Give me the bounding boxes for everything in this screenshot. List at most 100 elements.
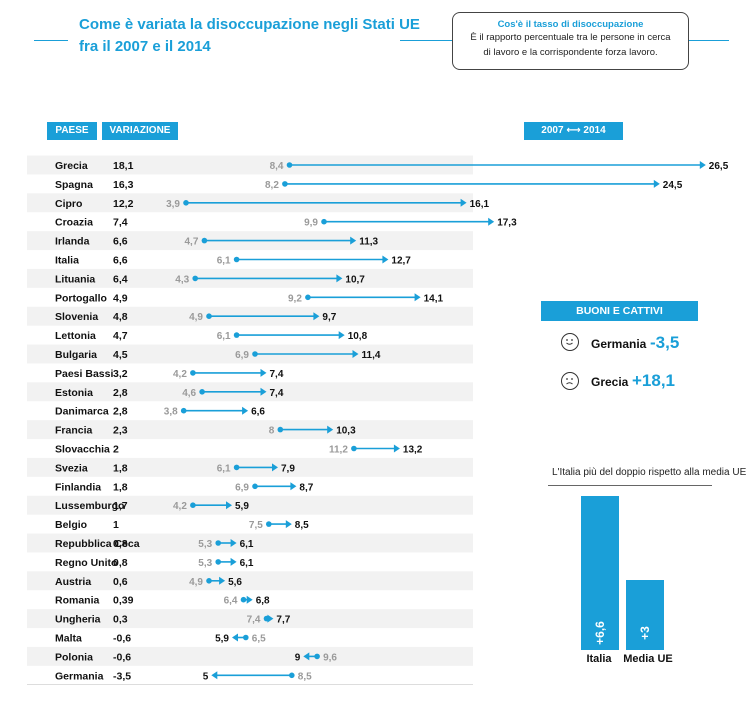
arrow-2014-spagna	[653, 179, 660, 188]
label-2007-slovenia: 4,9	[189, 312, 203, 323]
arrow-2014-paesi-bassi	[260, 368, 267, 377]
label-2007-danimarca: 3,8	[164, 407, 178, 418]
chart-title: Come è variata la disoccupazione negli S…	[79, 14, 420, 58]
column-header-paese: PAESE	[47, 122, 97, 140]
change-value-danimarca: 2,8	[113, 406, 128, 418]
label-2007-romania: 6,4	[224, 596, 238, 607]
label-2014-cipro: 16,1	[470, 199, 490, 210]
label-2014-lettonia: 10,8	[348, 331, 368, 342]
change-value-slovacchia: 2	[113, 444, 119, 456]
country-label-polonia: Polonia	[55, 651, 93, 663]
label-2007-svezia: 6,1	[217, 463, 231, 474]
dot-2007-bulgaria	[252, 351, 258, 357]
dot-2007-italia	[233, 256, 240, 263]
dot-2007-slovacchia	[351, 445, 357, 452]
row-shade-bulgaria	[27, 344, 473, 364]
bad-country-label: Grecia	[591, 375, 629, 389]
change-value-malta: -0,6	[113, 633, 131, 645]
info-box: Cos'è il tasso di disoccupazione È il ra…	[452, 12, 689, 70]
change-value-spagna: 16,3	[113, 179, 134, 191]
arrow-2014-italia	[382, 255, 389, 264]
country-label-irlanda: Irlanda	[55, 236, 90, 248]
arrow-2014-portogallo	[414, 293, 421, 302]
change-value-regno-unito: 0,8	[113, 557, 128, 569]
title-rule-left	[34, 40, 68, 41]
dot-2007-belgio	[266, 521, 272, 527]
dot-2007-lussemburgo	[190, 502, 196, 509]
label-2007-regno-unito: 5,3	[198, 558, 212, 569]
label-2014-lussemburgo: 5,9	[235, 501, 249, 512]
country-label-finlandia: Finlandia	[55, 481, 101, 493]
arrow-2014-malta	[232, 633, 238, 642]
change-value-germania: -3,5	[113, 670, 131, 682]
arrow-2014-ungheria	[267, 614, 274, 623]
label-2014-francia: 10,3	[336, 426, 356, 437]
label-2014-portogallo: 14,1	[424, 293, 444, 304]
dot-2007-germania	[289, 672, 295, 679]
dot-2007-austria	[206, 578, 212, 584]
country-label-slovenia: Slovenia	[55, 311, 98, 323]
dot-2007-slovenia	[206, 313, 212, 320]
change-value-grecia: 18,1	[113, 160, 134, 172]
label-2014-austria: 5,6	[228, 577, 242, 588]
label-2007-spagna: 8,2	[265, 180, 279, 191]
label-2007-repubblica-ceca: 5,3	[198, 539, 212, 550]
dot-2007-danimarca	[180, 407, 187, 414]
country-label-estonia: Estonia	[55, 387, 93, 399]
change-value-ungheria: 0,3	[113, 614, 128, 626]
label-2014-irlanda: 11,3	[359, 237, 378, 248]
row-shade-austria	[27, 571, 473, 591]
label-2007-belgio: 7,5	[249, 520, 263, 531]
country-label-lettonia: Lettonia	[55, 330, 96, 342]
arrow-2014-lituania	[336, 274, 343, 283]
arrow-2014-romania	[246, 595, 253, 604]
label-2007-italia: 6,1	[217, 256, 231, 267]
label-2007-austria: 4,9	[189, 577, 203, 588]
country-label-austria: Austria	[55, 576, 91, 588]
label-2014-spagna: 24,5	[663, 180, 683, 191]
label-2014-repubblica-ceca: 6,1	[240, 539, 254, 550]
arrow-2014-lettonia	[338, 331, 345, 340]
arrow-2014-austria	[219, 576, 226, 585]
country-label-cipro: Cipro	[55, 198, 82, 210]
label-2007-paesi-bassi: 4,2	[173, 369, 187, 380]
arrow-2014-grecia	[699, 161, 706, 169]
dot-2007-spagna	[282, 181, 288, 187]
row-shade-ungheria	[27, 609, 473, 629]
label-2014-danimarca: 6,6	[251, 407, 265, 418]
dot-2007-finlandia	[252, 483, 258, 490]
label-2014-belgio: 8,5	[295, 520, 309, 531]
change-value-estonia: 2,8	[113, 387, 128, 399]
dot-2007-malta	[243, 634, 249, 641]
arrow-2014-slovenia	[313, 312, 320, 321]
label-2007-portogallo: 9,2	[288, 293, 302, 304]
change-value-slovenia: 4,8	[113, 311, 128, 323]
country-label-germania: Germania	[55, 670, 104, 682]
change-value-paesi-bassi: 3,2	[113, 368, 128, 380]
good-country-value: -3,5	[650, 333, 680, 352]
label-2007-bulgaria: 6,9	[235, 350, 249, 361]
label-2007-slovacchia: 11,2	[329, 445, 348, 456]
dot-2007-cipro	[183, 200, 189, 206]
column-header-years: 2007 ⟷ 2014	[524, 122, 623, 140]
country-label-bulgaria: Bulgaria	[55, 349, 97, 361]
country-label-malta: Malta	[55, 633, 82, 645]
label-2014-ungheria: 7,7	[276, 615, 290, 626]
dot-2007-irlanda	[201, 237, 208, 244]
country-label-svezia: Svezia	[55, 462, 88, 474]
country-label-paesi-bassi: Paesi Bassi	[55, 368, 113, 380]
dot-2007-lettonia	[233, 332, 240, 338]
arrow-2014-regno-unito	[230, 557, 237, 566]
change-value-lituania: 6,4	[113, 273, 128, 285]
country-label-ungheria: Ungheria	[55, 614, 101, 626]
arrow-2014-francia	[327, 425, 334, 434]
arrow-2014-repubblica-ceca	[230, 539, 237, 547]
change-value-romania: 0,39	[113, 595, 134, 607]
label-2014-germania: 5	[203, 671, 209, 682]
bad-country-value: +18,1	[632, 371, 676, 390]
bar-label-media-ue: +3	[638, 626, 652, 640]
country-label-francia: Francia	[55, 425, 93, 437]
good-country-label: Germania	[591, 337, 647, 351]
info-box-title: Cos'è il tasso di disoccupazione	[497, 19, 644, 30]
